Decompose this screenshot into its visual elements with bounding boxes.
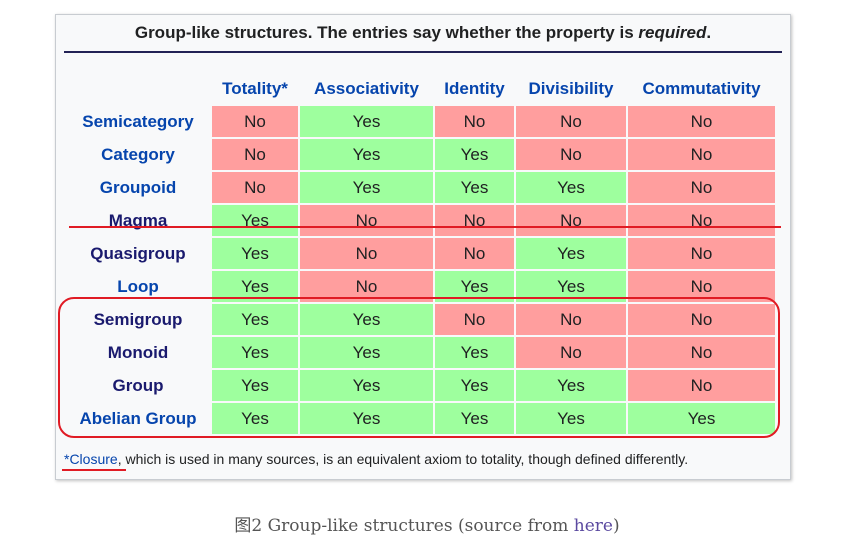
source-link[interactable]: here xyxy=(573,516,613,536)
table-cell: No xyxy=(628,304,775,335)
row-header[interactable]: Abelian Group xyxy=(79,408,197,428)
table-cell: Yes xyxy=(516,370,626,401)
table-cell: No xyxy=(516,337,626,368)
table-cell: Yes xyxy=(435,271,514,302)
group-like-structures-figure: Group-like structures. The entries say w… xyxy=(55,14,791,480)
table-cell: Yes xyxy=(300,172,433,203)
row-header[interactable]: Semigroup xyxy=(93,309,183,329)
table-row: Loop Yes No Yes Yes No xyxy=(66,271,775,302)
row-header[interactable]: Semicategory xyxy=(82,111,194,131)
properties-table: Totality* Associativity Identity Divisib… xyxy=(64,71,777,436)
table-row: Semigroup Yes Yes No No No xyxy=(66,304,775,335)
table-row: Magma Yes No No No No xyxy=(66,205,775,236)
annotation-closure-underline xyxy=(62,469,126,471)
table-cell: No xyxy=(628,337,775,368)
table-title: Group-like structures. The entries say w… xyxy=(134,23,712,42)
table-cell: No xyxy=(516,106,626,137)
table-cell: Yes xyxy=(435,403,514,434)
table-cell: Yes xyxy=(300,106,433,137)
table-cell: No xyxy=(300,238,433,269)
header-row: Totality* Associativity Identity Divisib… xyxy=(66,73,775,104)
table-cell: Yes xyxy=(212,205,298,236)
table-cell: No xyxy=(628,172,775,203)
table-cell: Yes xyxy=(435,337,514,368)
figure-caption: 图2 Group-like structures (source from he… xyxy=(234,516,620,536)
table-cell: No xyxy=(628,106,775,137)
title-rule xyxy=(64,51,782,53)
row-header[interactable]: Group xyxy=(112,375,164,395)
table-cell: No xyxy=(212,172,298,203)
column-header-divisibility[interactable]: Divisibility xyxy=(528,78,614,98)
column-header-identity[interactable]: Identity xyxy=(444,78,505,98)
table-row: Semicategory No Yes No No No xyxy=(66,106,775,137)
table-cell: Yes xyxy=(212,271,298,302)
column-header-commutativity[interactable]: Commutativity xyxy=(642,78,761,98)
table-cell: No xyxy=(628,205,775,236)
table-cell: Yes xyxy=(212,337,298,368)
table-cell: No xyxy=(516,205,626,236)
table-row: Group Yes Yes Yes Yes No xyxy=(66,370,775,401)
row-header[interactable]: Magma xyxy=(108,210,168,230)
table-cell: Yes xyxy=(300,403,433,434)
table-cell: Yes xyxy=(628,403,775,434)
table-cell: No xyxy=(435,205,514,236)
table-cell: Yes xyxy=(212,238,298,269)
table-cell: No xyxy=(435,106,514,137)
row-header[interactable]: Groupoid xyxy=(99,177,177,197)
table-cell: Yes xyxy=(516,403,626,434)
table-cell: No xyxy=(516,139,626,170)
column-header-totality[interactable]: Totality* xyxy=(222,78,288,98)
table-body: Semicategory No Yes No No No Category No Yes Yes N… xyxy=(66,106,775,434)
closure-link[interactable]: *Closure xyxy=(64,451,118,467)
table-cell: Yes xyxy=(300,139,433,170)
footnote-text: , which is used in many sources, is an e… xyxy=(117,451,689,467)
corner-cell xyxy=(66,73,210,104)
table-cell: No xyxy=(300,205,433,236)
table-cell: Yes xyxy=(435,172,514,203)
table-cell: No xyxy=(212,139,298,170)
table-cell: No xyxy=(435,238,514,269)
table-cell: Yes xyxy=(516,238,626,269)
table-cell: Yes xyxy=(212,370,298,401)
table-cell: Yes xyxy=(300,337,433,368)
table-cell: No xyxy=(212,106,298,137)
table-cell: Yes xyxy=(212,304,298,335)
column-header-associativity[interactable]: Associativity xyxy=(314,78,419,98)
table-cell: Yes xyxy=(435,139,514,170)
table-row: Monoid Yes Yes Yes No No xyxy=(66,337,775,368)
table-cell: Yes xyxy=(516,172,626,203)
table-cell: No xyxy=(628,238,775,269)
row-header[interactable]: Loop xyxy=(117,276,159,296)
table-cell: No xyxy=(435,304,514,335)
table-row: Groupoid No Yes Yes Yes No xyxy=(66,172,775,203)
table-cell: Yes xyxy=(300,370,433,401)
table-cell: No xyxy=(628,271,775,302)
table-row: Abelian Group Yes Yes Yes Yes Yes xyxy=(66,403,775,434)
row-header[interactable]: Category xyxy=(101,144,175,164)
annotation-magma-underline xyxy=(69,226,781,228)
row-header[interactable]: Quasigroup xyxy=(90,243,186,263)
table-cell: No xyxy=(300,271,433,302)
table-row: Quasigroup Yes No No Yes No xyxy=(66,238,775,269)
table-cell: Yes xyxy=(435,370,514,401)
footnote: *Closure, which is used in many sources,… xyxy=(64,451,688,467)
annotation-group-box xyxy=(58,297,780,438)
table-cell: Yes xyxy=(300,304,433,335)
row-header[interactable]: Monoid xyxy=(107,342,169,362)
table-cell: No xyxy=(516,304,626,335)
table-row: Category No Yes Yes No No xyxy=(66,139,775,170)
table-cell: No xyxy=(628,370,775,401)
table-cell: Yes xyxy=(516,271,626,302)
title-emphasis: required xyxy=(638,23,707,42)
table-cell: Yes xyxy=(212,403,298,434)
table-cell: No xyxy=(628,139,775,170)
